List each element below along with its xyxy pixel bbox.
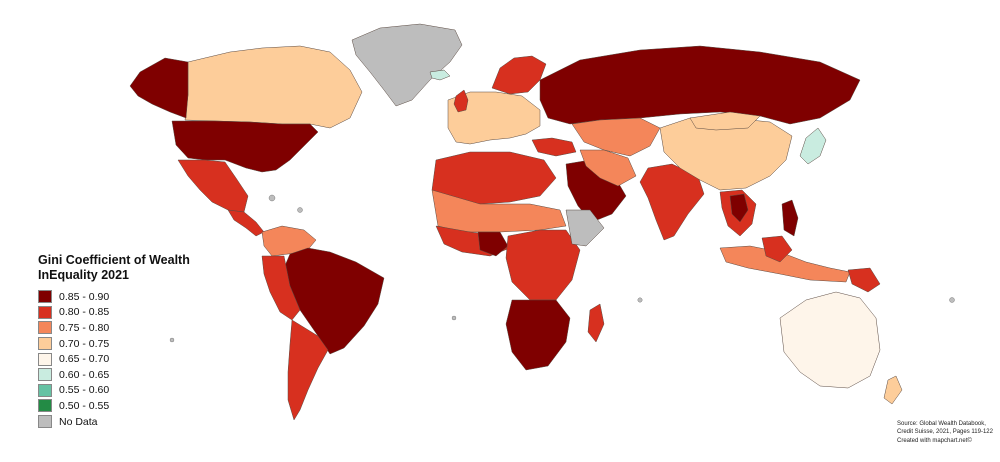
region-philippines xyxy=(781,199,799,237)
legend-swatch xyxy=(38,337,52,351)
legend-swatch xyxy=(38,305,52,319)
legend-label: 0.50 - 0.55 xyxy=(59,399,110,412)
region-usa xyxy=(171,120,319,173)
legend-label: No Data xyxy=(59,415,98,428)
region-central-asia xyxy=(571,117,661,157)
legend-item: No Data xyxy=(38,414,218,430)
legend-swatch xyxy=(38,321,52,335)
legend-swatch xyxy=(38,415,52,429)
legend-item: 0.65 - 0.70 xyxy=(38,351,218,367)
source-line-1: Source: Global Wealth Databook, xyxy=(897,421,986,427)
region-southern-africa xyxy=(505,299,571,371)
island-indian-1 xyxy=(637,297,643,303)
island-caribbean-2 xyxy=(297,207,303,213)
legend-item: 0.70 - 0.75 xyxy=(38,336,218,352)
region-europe xyxy=(447,91,541,145)
region-mexico xyxy=(177,159,249,213)
region-png xyxy=(847,267,881,293)
region-nigeria xyxy=(477,231,509,257)
source-line-3: Created with mapchart.net© xyxy=(897,437,972,444)
legend-label: 0.60 - 0.65 xyxy=(59,368,110,381)
legend-label: 0.85 - 0.90 xyxy=(59,290,110,303)
legend-swatch xyxy=(38,290,52,304)
region-argentina-chile xyxy=(287,319,329,421)
legend-swatch xyxy=(38,352,52,366)
legend-label: 0.55 - 0.60 xyxy=(59,384,110,397)
legend-item: 0.55 - 0.60 xyxy=(38,383,218,399)
legend-swatch xyxy=(38,399,52,413)
legend-label: 0.70 - 0.75 xyxy=(59,337,110,350)
region-mongolia xyxy=(689,111,761,131)
legend-item: 0.75 - 0.80 xyxy=(38,320,218,336)
legend-label: 0.75 - 0.80 xyxy=(59,321,110,334)
region-horn-africa xyxy=(565,209,605,247)
island-atlantic-1 xyxy=(451,315,457,321)
region-canada xyxy=(184,45,363,129)
island-caribbean-1 xyxy=(268,194,276,202)
legend-title: Gini Coefficient of Wealth InEquality 20… xyxy=(38,253,190,282)
legend-rows: 0.85 - 0.90 0.80 - 0.85 0.75 - 0.80 0.70 - … xyxy=(38,289,218,429)
region-borneo xyxy=(761,235,793,263)
region-madagascar xyxy=(587,303,605,343)
island-pacific-2 xyxy=(949,297,955,303)
legend-label: 0.80 - 0.85 xyxy=(59,306,110,319)
region-thailand xyxy=(729,193,749,223)
region-central-america xyxy=(227,209,265,237)
region-new-zealand xyxy=(883,375,903,405)
source-note: Source: Global Wealth Databook, Credit S… xyxy=(897,420,993,445)
legend-swatch xyxy=(38,383,52,397)
region-russia xyxy=(539,45,861,125)
region-japan xyxy=(799,127,827,165)
map-legend: Gini Coefficient of Wealth InEquality 20… xyxy=(38,253,218,429)
legend-item: 0.60 - 0.65 xyxy=(38,367,218,383)
source-line-2: Credit Suisse, 2021, Pages 119-122 xyxy=(897,429,993,436)
legend-label: 0.65 - 0.70 xyxy=(59,353,110,366)
island-pacific-1 xyxy=(169,337,175,343)
legend-item: 0.50 - 0.55 xyxy=(38,398,218,414)
region-greenland xyxy=(351,23,463,107)
legend-swatch xyxy=(38,368,52,382)
legend-item: 0.80 - 0.85 xyxy=(38,305,218,321)
region-iran xyxy=(579,149,637,187)
region-alaska xyxy=(129,57,189,119)
region-uk xyxy=(453,89,469,113)
legend-item: 0.85 - 0.90 xyxy=(38,289,218,305)
region-iceland xyxy=(429,69,451,81)
region-scandinavia xyxy=(491,55,547,95)
region-turkey xyxy=(531,137,577,157)
region-australia xyxy=(779,291,881,389)
region-central-africa xyxy=(505,229,581,301)
